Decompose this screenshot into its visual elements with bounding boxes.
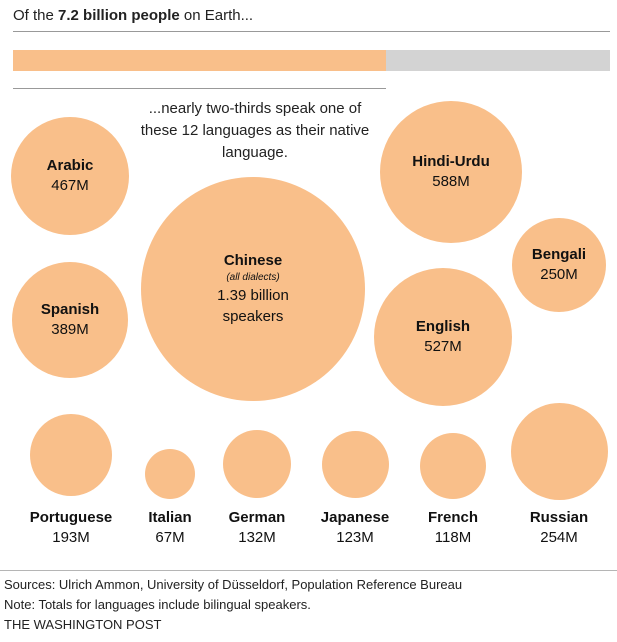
label-russian: Russian 254M <box>509 507 609 548</box>
label-value: 123M <box>336 529 374 546</box>
label-value: 132M <box>238 529 276 546</box>
label-name: French <box>427 509 478 526</box>
bubble-name: Bengali <box>531 246 587 263</box>
bubble-german <box>223 430 291 498</box>
label-value: 67M <box>155 529 185 546</box>
population-bar-fill <box>13 50 387 71</box>
label-name: Japanese <box>320 509 390 526</box>
label-italian: Italian 67M <box>120 507 220 548</box>
bubble-value: 389M <box>51 321 89 338</box>
label-name: Russian <box>529 509 589 526</box>
bubble-value: 588M <box>432 173 470 190</box>
bubble-name: Hindi-Urdu <box>412 153 490 170</box>
headline: Of the 7.2 billion people on Earth... <box>13 7 253 24</box>
label-value: 254M <box>540 529 578 546</box>
bubble-italian <box>145 449 195 499</box>
headline-prefix: Of the <box>13 7 59 24</box>
bubble-arabic: Arabic 467M <box>11 117 129 235</box>
label-german: German 132M <box>207 507 307 548</box>
bubble-russian <box>511 403 608 500</box>
bubble-japanese <box>322 431 389 498</box>
label-value: 118M <box>434 529 472 546</box>
bubble-name: Spanish <box>40 301 100 318</box>
label-japanese: Japanese 123M <box>305 507 405 548</box>
bubble-hindi-urdu: Hindi-Urdu 588M <box>380 101 522 243</box>
footer-note: Note: Totals for languages include bilin… <box>4 597 311 612</box>
top-rule <box>13 31 610 32</box>
label-name: Portuguese <box>29 509 113 526</box>
bubble-spanish: Spanish 389M <box>12 262 128 378</box>
bar-divider-rule <box>13 88 386 89</box>
bubble-note: (all dialects) <box>226 272 280 283</box>
bubble-value: 1.39 billion <box>217 287 289 304</box>
bubble-chinese: Chinese (all dialects) 1.39 billion spea… <box>141 177 365 401</box>
bubble-unit: speakers <box>222 308 284 325</box>
bubble-name: English <box>415 318 471 335</box>
label-french: French 118M <box>403 507 503 548</box>
label-portuguese: Portuguese 193M <box>21 507 121 548</box>
bubble-portuguese <box>30 414 112 496</box>
bubble-english: English 527M <box>374 268 512 406</box>
bubble-value: 467M <box>51 177 89 194</box>
bubble-french <box>420 433 486 499</box>
label-name: German <box>228 509 286 526</box>
population-bar-track <box>13 50 610 71</box>
bubble-name: Chinese <box>223 252 283 269</box>
headline-highlight: 7.2 billion people <box>58 7 180 24</box>
headline-suffix: on Earth... <box>179 7 254 24</box>
intro-text: ...nearly two-thirds speak one of these … <box>140 100 370 161</box>
footer-sources: Sources: Ulrich Ammon, University of Düs… <box>4 577 463 592</box>
bubble-value: 527M <box>424 338 462 355</box>
footer-rule <box>0 570 617 571</box>
label-name: Italian <box>148 509 192 526</box>
footer-credit: THE WASHINGTON POST <box>4 617 162 632</box>
label-value: 193M <box>52 529 90 546</box>
bubble-bengali: Bengali 250M <box>512 218 606 312</box>
bubble-name: Arabic <box>46 157 94 174</box>
bubble-value: 250M <box>540 266 578 283</box>
